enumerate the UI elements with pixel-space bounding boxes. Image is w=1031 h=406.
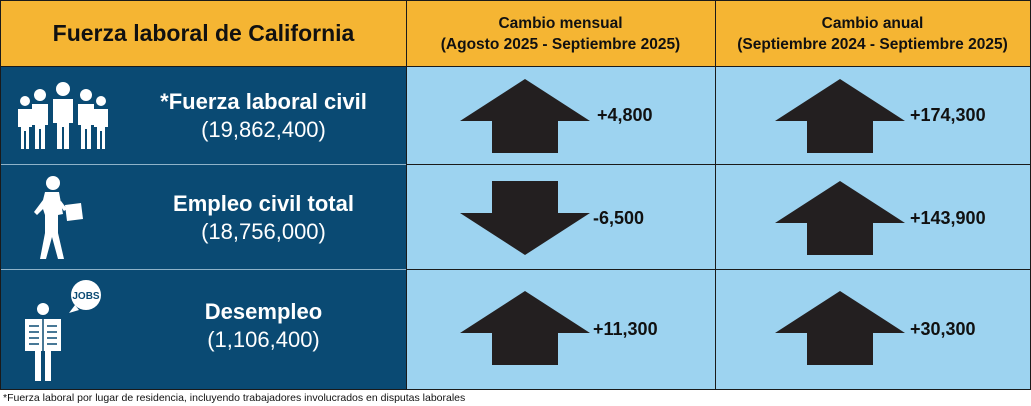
divider (406, 164, 1030, 165)
worker-with-briefcase-icon (34, 176, 83, 259)
monthly-change-value-row3: +11,300 (593, 319, 658, 339)
row-value: (18,756,000) (201, 219, 326, 244)
table-title-text: Fuerza laboral de California (52, 20, 355, 46)
divider (406, 1, 407, 389)
row-name: Desempleo (204, 299, 323, 324)
monthly-change-value-row2: -6,500 (593, 208, 645, 228)
annual-change-value-row1: +174,300 (910, 105, 986, 125)
group-of-people-icon (18, 82, 108, 149)
labor-force-table: Fuerza laboral de California Cambio mens… (0, 0, 1031, 390)
annual-change-value-row3: +30,300 (910, 319, 976, 339)
footnote: *Fuerza laboral por lugar de residencia,… (3, 392, 466, 404)
unemployment-label: Desempleo (1,106,400) (121, 299, 406, 353)
arrow-up-icon (775, 181, 905, 255)
row-name: Empleo civil total (173, 191, 354, 216)
monthly-change-arrow-row3 (460, 291, 590, 365)
person-reading-jobs-newspaper-icon: JOBS (25, 280, 101, 381)
table-title: Fuerza laboral de California (1, 1, 406, 66)
row-value: (1,106,400) (207, 327, 320, 352)
arrow-up-icon (775, 79, 905, 153)
annual-change-value-row2: +143,900 (910, 208, 986, 228)
monthly-change-arrow-row2 (460, 181, 590, 255)
annual-change-period: (Septiembre 2024 - Septiembre 2025) (737, 35, 1008, 53)
monthly-change-title: Cambio mensual (498, 14, 623, 32)
annual-change-arrow-row2 (775, 181, 905, 255)
arrow-up-icon (775, 291, 905, 365)
jobs-bubble-text: JOBS (72, 291, 100, 302)
arrow-up-icon (460, 291, 590, 365)
annual-change-arrow-row1 (775, 79, 905, 153)
divider (1, 66, 1030, 67)
row-name: *Fuerza laboral civil (160, 89, 367, 114)
monthly-change-period: (Agosto 2025 - Septiembre 2025) (440, 35, 681, 53)
monthly-change-header: Cambio mensual (Agosto 2025 - Septiembre… (406, 1, 715, 66)
divider (1, 269, 406, 270)
annual-change-arrow-row3 (775, 291, 905, 365)
row-value: (19,862,400) (201, 117, 326, 142)
total-civilian-employment-label: Empleo civil total (18,756,000) (121, 191, 406, 245)
divider (1, 164, 406, 165)
arrow-down-icon (460, 181, 590, 255)
monthly-change-value-row1: +4,800 (597, 105, 653, 125)
annual-change-title: Cambio anual (821, 14, 924, 32)
civilian-labor-force-label: *Fuerza laboral civil (19,862,400) (121, 89, 406, 143)
arrow-up-icon (460, 79, 590, 153)
annual-change-header: Cambio anual (Septiembre 2024 - Septiemb… (715, 1, 1030, 66)
divider (715, 1, 716, 389)
divider (406, 269, 1030, 270)
monthly-change-arrow-row1 (460, 79, 590, 153)
